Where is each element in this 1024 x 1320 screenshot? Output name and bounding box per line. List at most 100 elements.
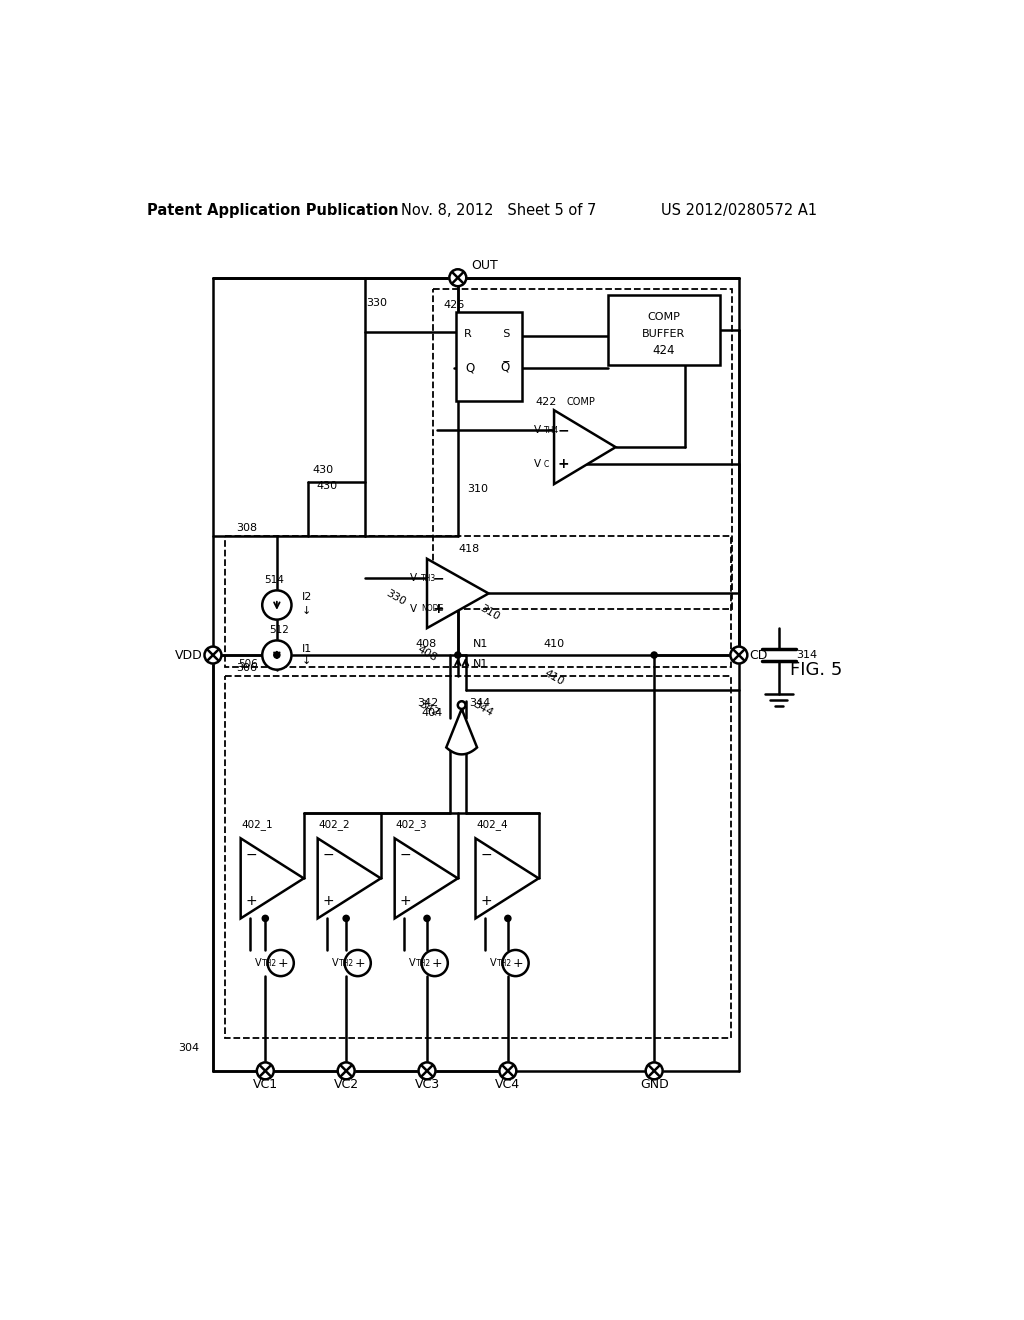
Text: C: C [544,459,549,469]
Text: +: + [278,957,289,970]
Text: US 2012/0280572 A1: US 2012/0280572 A1 [660,203,817,218]
Polygon shape [446,709,477,755]
Circle shape [455,652,461,659]
Text: VC3: VC3 [415,1078,439,1092]
Text: V: V [534,425,541,436]
Text: 506: 506 [238,659,258,669]
Text: 304: 304 [178,1043,199,1053]
Polygon shape [554,411,615,484]
Circle shape [422,950,447,975]
Text: FIG. 5: FIG. 5 [790,661,842,680]
Text: ↓: ↓ [301,606,311,616]
Text: +: + [246,895,257,908]
Text: −: − [323,849,334,862]
Text: +: + [433,602,444,616]
Text: 424: 424 [652,345,675,358]
Text: V: V [332,958,339,968]
Bar [224,676,731,1038]
Text: 308: 308 [237,523,257,533]
Circle shape [267,950,294,975]
Text: 512: 512 [269,624,289,635]
Text: NODE: NODE [421,605,443,614]
Text: COMP: COMP [647,312,680,322]
Text: +: + [399,895,412,908]
Bar [433,289,732,609]
Text: 306: 306 [237,663,257,673]
Text: 330: 330 [367,298,387,308]
Text: TH2: TH2 [416,958,431,968]
Text: 418: 418 [459,544,480,554]
Circle shape [458,701,466,709]
Text: VC1: VC1 [253,1078,278,1092]
Polygon shape [394,838,458,919]
Text: I1: I1 [301,644,311,653]
Text: V: V [409,958,416,968]
Text: +: + [432,957,442,970]
Polygon shape [241,838,304,919]
Text: TH3: TH3 [421,574,436,582]
Circle shape [205,647,221,664]
Text: Q: Q [466,362,475,375]
Text: +: + [513,957,523,970]
Text: 514: 514 [264,576,285,585]
Circle shape [345,950,371,975]
Text: OUT: OUT [472,259,499,272]
Circle shape [651,652,657,659]
Polygon shape [427,558,488,628]
Text: V: V [411,603,418,614]
Text: 426: 426 [443,300,465,310]
Text: −: − [557,424,569,437]
Circle shape [257,1063,273,1080]
Circle shape [505,915,511,921]
Text: V: V [489,958,497,968]
Circle shape [503,950,528,975]
Circle shape [338,1063,354,1080]
Text: 404: 404 [422,708,442,718]
Circle shape [273,652,280,659]
Text: TH2: TH2 [497,958,512,968]
Text: V: V [411,573,418,583]
Text: 408: 408 [415,644,438,663]
Text: 408: 408 [415,639,436,649]
Circle shape [343,915,349,921]
Text: 330: 330 [385,587,408,607]
Text: −: − [246,849,257,862]
Text: −: − [399,849,412,862]
Text: Nov. 8, 2012   Sheet 5 of 7: Nov. 8, 2012 Sheet 5 of 7 [401,203,596,218]
Text: 422: 422 [536,397,557,408]
Text: R         S: R S [464,329,511,339]
Circle shape [424,915,430,921]
Circle shape [419,1063,435,1080]
Text: 402_3: 402_3 [396,818,427,830]
Circle shape [730,647,748,664]
Text: I2: I2 [301,593,312,602]
Text: 410: 410 [544,639,564,649]
Text: −: − [433,572,444,585]
Polygon shape [317,838,381,919]
Text: 310: 310 [467,484,488,495]
Text: 430: 430 [312,465,334,475]
Text: 344: 344 [472,700,495,718]
Text: Q̅: Q̅ [500,362,509,375]
Circle shape [646,1063,663,1080]
Text: N1: N1 [473,659,488,669]
Text: TH4: TH4 [544,426,559,434]
Circle shape [262,640,292,669]
Bar [608,296,720,364]
Text: V: V [534,459,541,469]
Text: 430: 430 [316,480,338,491]
Text: +: + [323,895,334,908]
Text: 342: 342 [418,698,438,708]
Text: +: + [480,895,493,908]
Text: 344: 344 [469,698,490,708]
Text: V: V [255,958,261,968]
Text: Patent Application Publication: Patent Application Publication [147,203,398,218]
Text: COMP: COMP [566,397,595,408]
Text: GND: GND [640,1078,669,1092]
Text: CD: CD [749,648,767,661]
Text: +: + [557,457,569,471]
Text: 402_4: 402_4 [476,818,508,830]
Circle shape [262,590,292,619]
Text: VC2: VC2 [334,1078,358,1092]
Text: 402_2: 402_2 [318,818,350,830]
